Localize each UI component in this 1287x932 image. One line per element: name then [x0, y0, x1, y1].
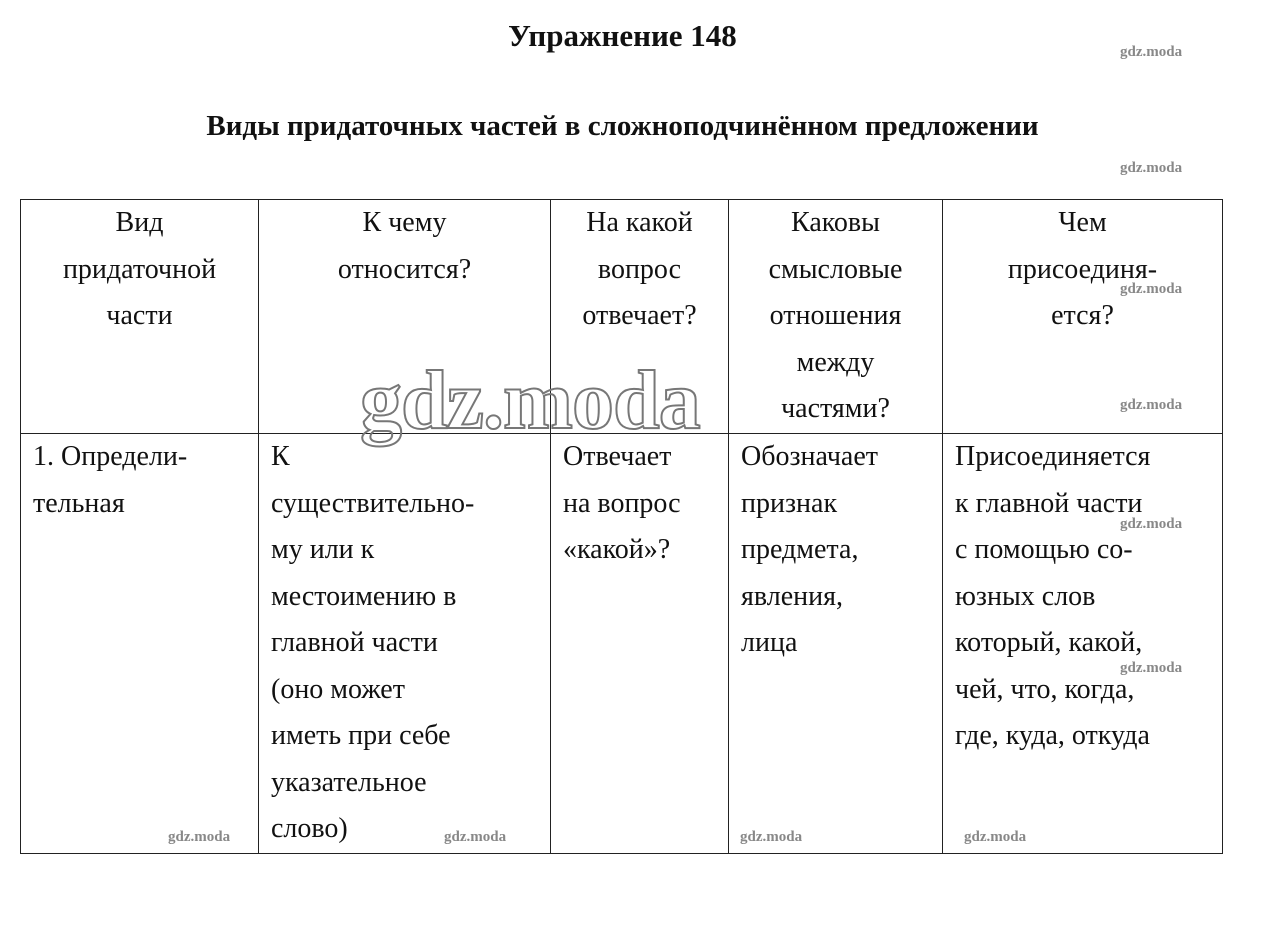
watermark: gdz.moda: [444, 829, 507, 845]
watermark: gdz.moda: [964, 829, 1027, 845]
header-cell: Чем присоединя- ется?: [942, 199, 1223, 434]
watermark: gdz.moda: [740, 829, 803, 845]
watermark: gdz.moda: [1120, 397, 1183, 413]
table-header-row: Вид придаточной части К чему относится? …: [20, 199, 1223, 434]
watermark: gdz.moda: [168, 829, 231, 845]
watermark: gdz.moda: [1120, 516, 1183, 532]
exercise-title: Упражнение 148: [508, 18, 737, 53]
table-row: 1. Определи- тельная К существительно- м…: [20, 433, 1223, 854]
table-cell: Присоединяется к главной части с помощью…: [942, 433, 1223, 854]
table-cell: Обозначает признак предмета, явления, ли…: [728, 433, 943, 854]
watermark: gdz.moda: [1120, 281, 1183, 297]
table-cell: Отвечает на вопрос «какой»?: [550, 433, 729, 854]
table-cell: 1. Определи- тельная: [20, 433, 259, 854]
header-cell: Вид придаточной части: [20, 199, 259, 434]
table-subtitle: Виды придаточных частей в сложноподчинён…: [206, 110, 1039, 142]
watermark: gdz.moda: [1120, 44, 1183, 60]
watermark: gdz.moda: [1120, 160, 1183, 176]
watermark-large: gdz.moda: [359, 353, 702, 448]
header-cell: На какой вопрос отвечает?: [550, 199, 729, 434]
header-cell: Каковы смысловые отношения между частями…: [728, 199, 943, 434]
clause-types-table: Вид придаточной части К чему относится? …: [20, 199, 1223, 854]
table-cell: К существительно- му или к местоимению в…: [258, 433, 551, 854]
watermark: gdz.moda: [1120, 660, 1183, 676]
